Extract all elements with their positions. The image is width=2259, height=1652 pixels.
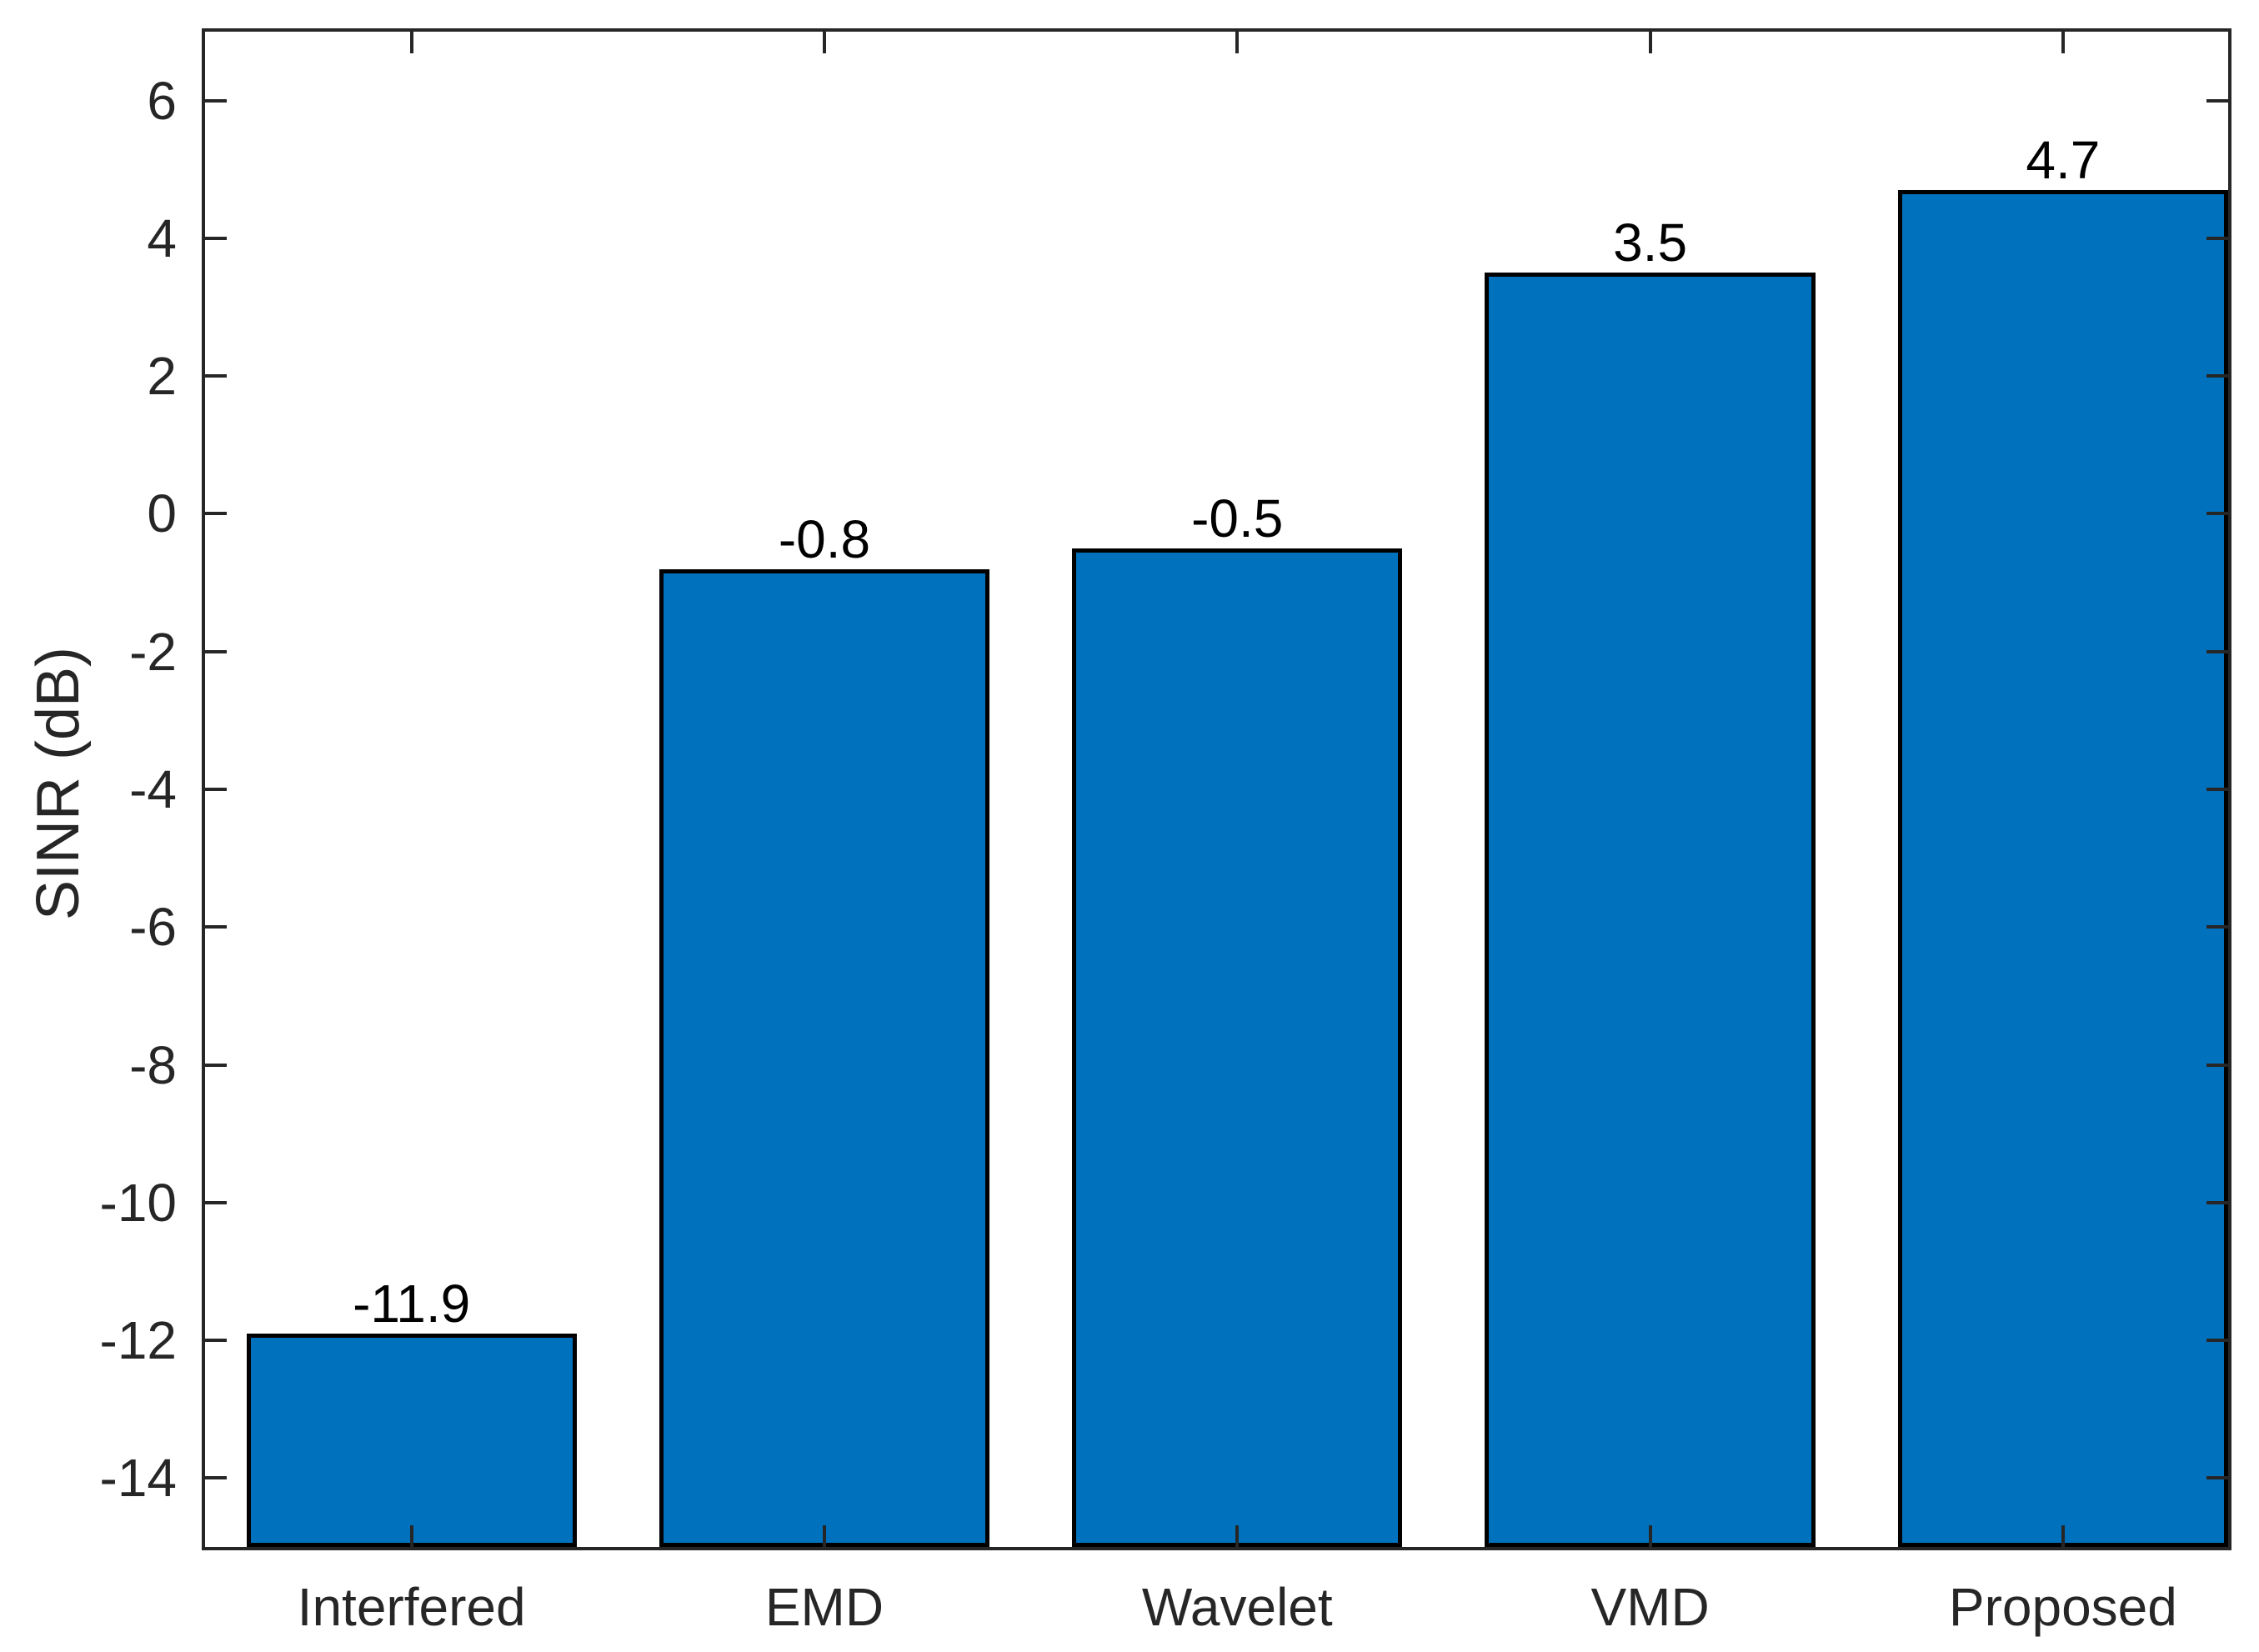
bar-value-label: -0.8 — [778, 508, 871, 569]
bar-emd — [659, 568, 990, 1547]
y-tick-right — [2206, 1339, 2228, 1343]
y-tick-left — [205, 98, 227, 103]
y-tick-label: -4 — [129, 759, 177, 819]
x-tick-bottom — [1648, 1525, 1652, 1547]
y-tick-right — [2206, 1476, 2228, 1480]
y-tick-right — [2206, 788, 2228, 791]
y-tick-label: -8 — [129, 1034, 177, 1095]
y-tick-right — [2206, 1200, 2228, 1204]
y-tick-left — [205, 788, 227, 791]
x-tick-top — [2061, 32, 2065, 53]
y-tick-label: 4 — [147, 208, 177, 268]
y-tick-left — [205, 236, 227, 240]
y-tick-label: -2 — [129, 621, 177, 682]
bar-proposed — [1897, 190, 2228, 1547]
x-tick-label-emd: EMD — [764, 1577, 884, 1637]
y-tick-right — [2206, 236, 2228, 240]
y-tick-left — [205, 925, 227, 929]
y-tick-right — [2206, 374, 2228, 378]
y-tick-left — [205, 1476, 227, 1480]
x-tick-top — [1648, 32, 1652, 53]
bar-interfered — [246, 1333, 577, 1547]
y-tick-left — [205, 512, 227, 516]
y-tick-left — [205, 649, 227, 653]
x-tick-bottom — [1235, 1525, 1240, 1547]
y-tick-label: -10 — [99, 1172, 178, 1233]
y-tick-right — [2206, 649, 2228, 653]
x-tick-label-proposed: Proposed — [1948, 1577, 2177, 1637]
x-tick-bottom — [822, 1525, 826, 1547]
y-tick-label: -14 — [99, 1448, 178, 1509]
x-tick-label-vmd: VMD — [1590, 1577, 1710, 1637]
bar-value-label: 3.5 — [1613, 213, 1688, 273]
y-tick-label: 6 — [147, 70, 177, 131]
y-tick-left — [205, 374, 227, 378]
y-tick-left — [205, 1200, 227, 1204]
y-tick-right — [2206, 1063, 2228, 1067]
x-tick-bottom — [409, 1525, 413, 1547]
y-tick-label: 0 — [147, 483, 177, 544]
bar-value-label: 4.7 — [2026, 130, 2101, 191]
bar-value-label: -11.9 — [353, 1273, 471, 1334]
bar-value-label: -0.5 — [1191, 488, 1284, 548]
bar-vmd — [1485, 273, 1816, 1547]
x-tick-bottom — [2061, 1525, 2065, 1547]
y-tick-left — [205, 1063, 227, 1067]
y-tick-right — [2206, 98, 2228, 103]
bar-wavelet — [1072, 548, 1403, 1547]
y-tick-right — [2206, 512, 2228, 516]
x-tick-label-interfered: Interfered — [297, 1577, 526, 1637]
y-tick-label: -6 — [129, 897, 177, 958]
plot-area: -11.9 -0.8 -0.5 3.5 4.7 — [202, 28, 2231, 1550]
x-tick-top — [822, 32, 826, 53]
y-tick-label: 2 — [147, 346, 177, 407]
y-tick-label: -12 — [99, 1310, 178, 1371]
y-tick-left — [205, 1339, 227, 1343]
x-tick-top — [1235, 32, 1240, 53]
y-tick-right — [2206, 925, 2228, 929]
x-tick-top — [409, 32, 413, 53]
x-tick-label-wavelet: Wavelet — [1141, 1577, 1333, 1637]
